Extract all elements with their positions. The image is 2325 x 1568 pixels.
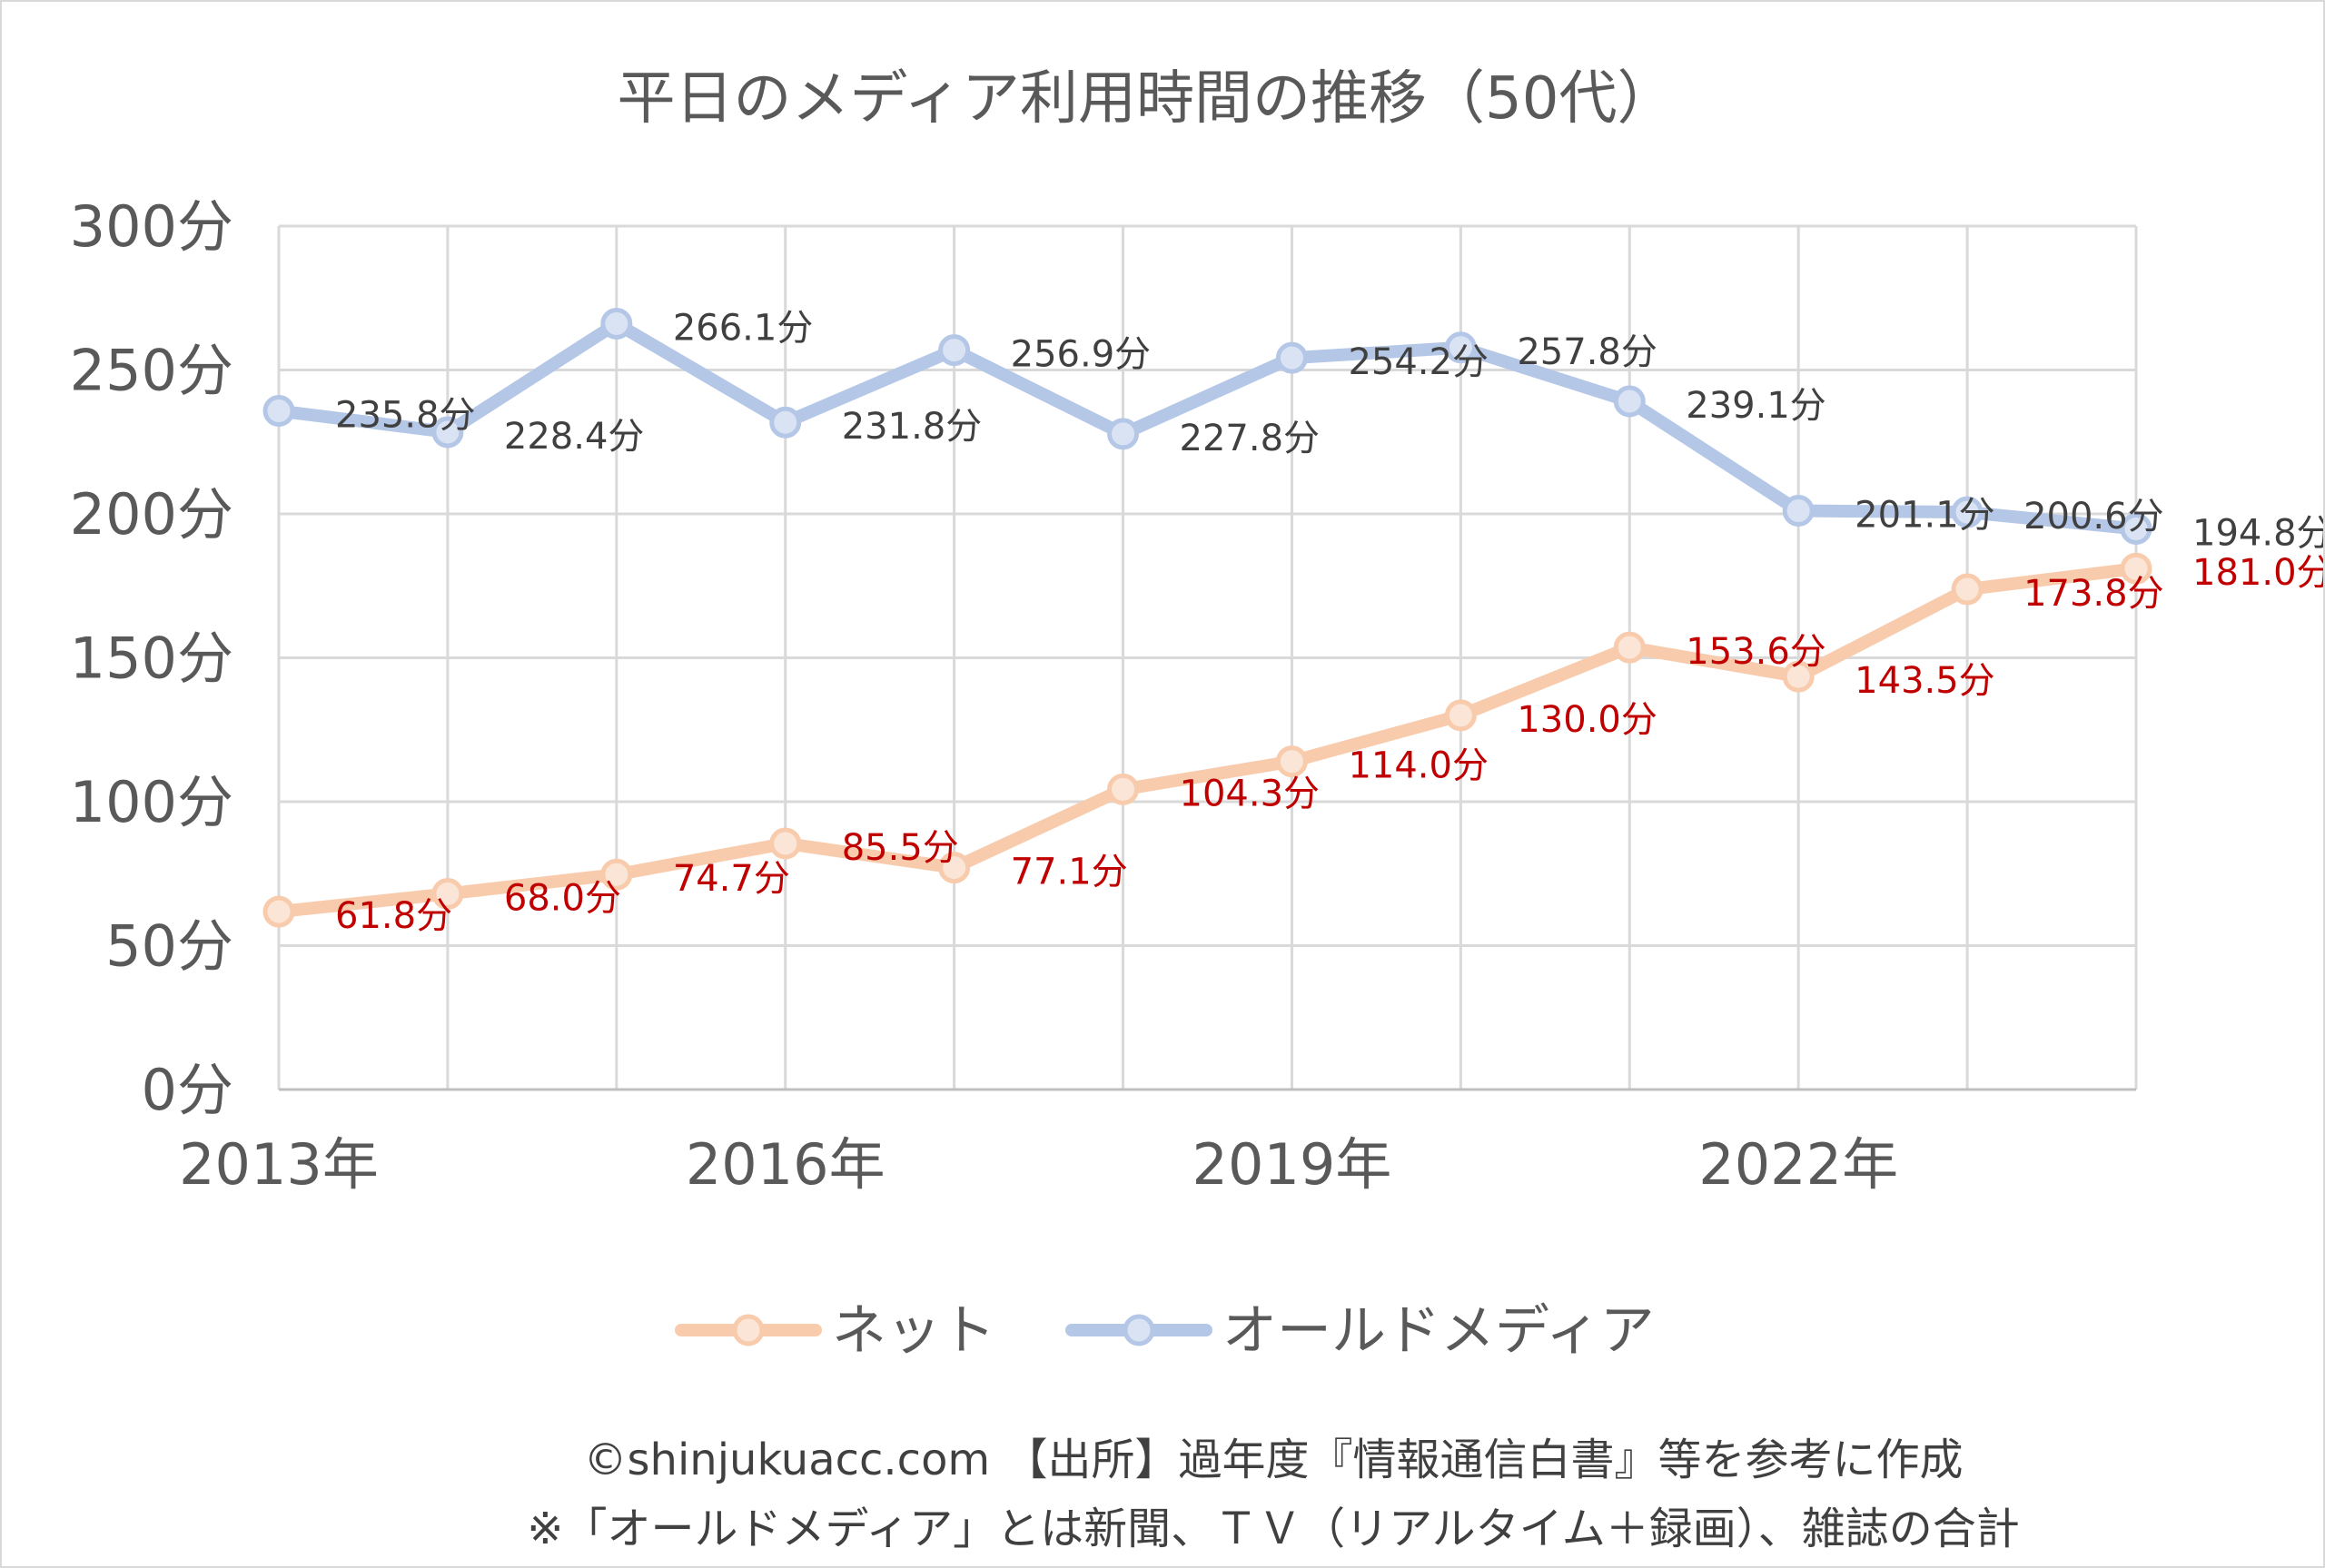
data-point (431, 877, 464, 910)
data-point (1951, 573, 1984, 606)
data-label: 235.8分 (335, 395, 476, 437)
data-point (2120, 512, 2152, 545)
data-label: 228.4分 (504, 416, 645, 458)
data-point (938, 852, 971, 884)
data-point (1444, 331, 1477, 364)
data-point (1444, 699, 1477, 732)
data-point (769, 827, 802, 860)
data-label: 77.1分 (1011, 852, 1128, 893)
x-tick-label: 2016年 (686, 1131, 885, 1198)
data-point (1782, 495, 1815, 528)
data-label: 266.1分 (673, 307, 814, 349)
legend: ネット オールドメディア (675, 1299, 1655, 1363)
data-point (1613, 385, 1646, 418)
y-tick-label: 300分 (70, 193, 233, 260)
y-tick-label: 250分 (70, 338, 233, 404)
data-point (769, 406, 802, 439)
data-label: 231.8分 (842, 406, 983, 448)
data-point (1107, 418, 1140, 450)
data-label: 74.7分 (673, 858, 790, 900)
data-point (2120, 552, 2152, 585)
legend-label: ネット (832, 1299, 995, 1363)
series-line (272, 562, 2142, 919)
data-label: 173.8分 (2023, 573, 2164, 615)
data-labels: 61.8分 68.0分 74.7分 85.5分 77.1分 104.3分 114.0分 130… (335, 307, 2323, 937)
data-label: 181.0分 (2192, 552, 2323, 594)
data-label: 68.0分 (504, 877, 621, 919)
legend-marker (1123, 1314, 1155, 1346)
y-tick-label: 100分 (70, 769, 233, 835)
series-line (272, 317, 2142, 536)
data-point (431, 416, 464, 449)
chart-title: 平日のメディア利用時間の推移（50代） (618, 65, 1676, 133)
data-label: 153.6分 (1686, 631, 1826, 673)
y-tick-label: 200分 (70, 481, 233, 547)
y-tick-label: 150分 (70, 626, 233, 692)
data-point (938, 334, 971, 367)
data-label: 194.8分 (2192, 512, 2323, 554)
footer-note: ※「オールドメディア」とは新聞、ＴＶ（リアルタイム＋録画）、雑誌の合計 (527, 1504, 2019, 1554)
data-label: 254.2分 (1348, 341, 1489, 383)
legend-marker (732, 1314, 765, 1346)
data-label: 130.0分 (1517, 699, 1657, 741)
x-tick-label: 2022年 (1698, 1131, 1898, 1198)
data-point (1951, 496, 1984, 528)
x-tick-label: 2013年 (179, 1131, 379, 1198)
data-label: 256.9分 (1011, 334, 1152, 376)
data-label: 143.5分 (1855, 660, 1995, 702)
data-point (600, 307, 633, 340)
data-point (1275, 745, 1308, 778)
y-tick-label: 50分 (105, 913, 233, 980)
data-label: 239.1分 (1686, 385, 1826, 427)
data-label: 114.0分 (1348, 745, 1489, 787)
axes: 0分 50分 100分 150分 200分 250分 300分 2013年 2016年 2019年… (70, 193, 2136, 1198)
series-layer (262, 307, 2152, 928)
data-point (262, 895, 295, 928)
data-label: 61.8分 (335, 895, 452, 937)
data-point (1782, 660, 1815, 693)
data-label: 85.5分 (842, 827, 959, 869)
data-label: 227.8分 (1180, 418, 1321, 459)
y-tick-label: 0分 (142, 1057, 233, 1123)
data-label: 201.1分 (1855, 495, 1995, 537)
data-label: 104.3分 (1180, 773, 1321, 814)
footer-source: ©shinjukuacc.com 【出所】過年度『情報通信白書』等を参考に作成 (584, 1435, 1964, 1485)
data-point (1275, 341, 1308, 374)
data-label: 200.6分 (2023, 496, 2164, 537)
legend-label: オールドメディア (1222, 1299, 1655, 1363)
data-point (1107, 773, 1140, 805)
data-point (262, 395, 295, 428)
x-tick-label: 2019年 (1192, 1131, 1392, 1198)
data-label: 257.8分 (1517, 331, 1657, 373)
grid (277, 224, 2138, 1090)
data-point (1613, 631, 1646, 664)
data-point (600, 858, 633, 891)
